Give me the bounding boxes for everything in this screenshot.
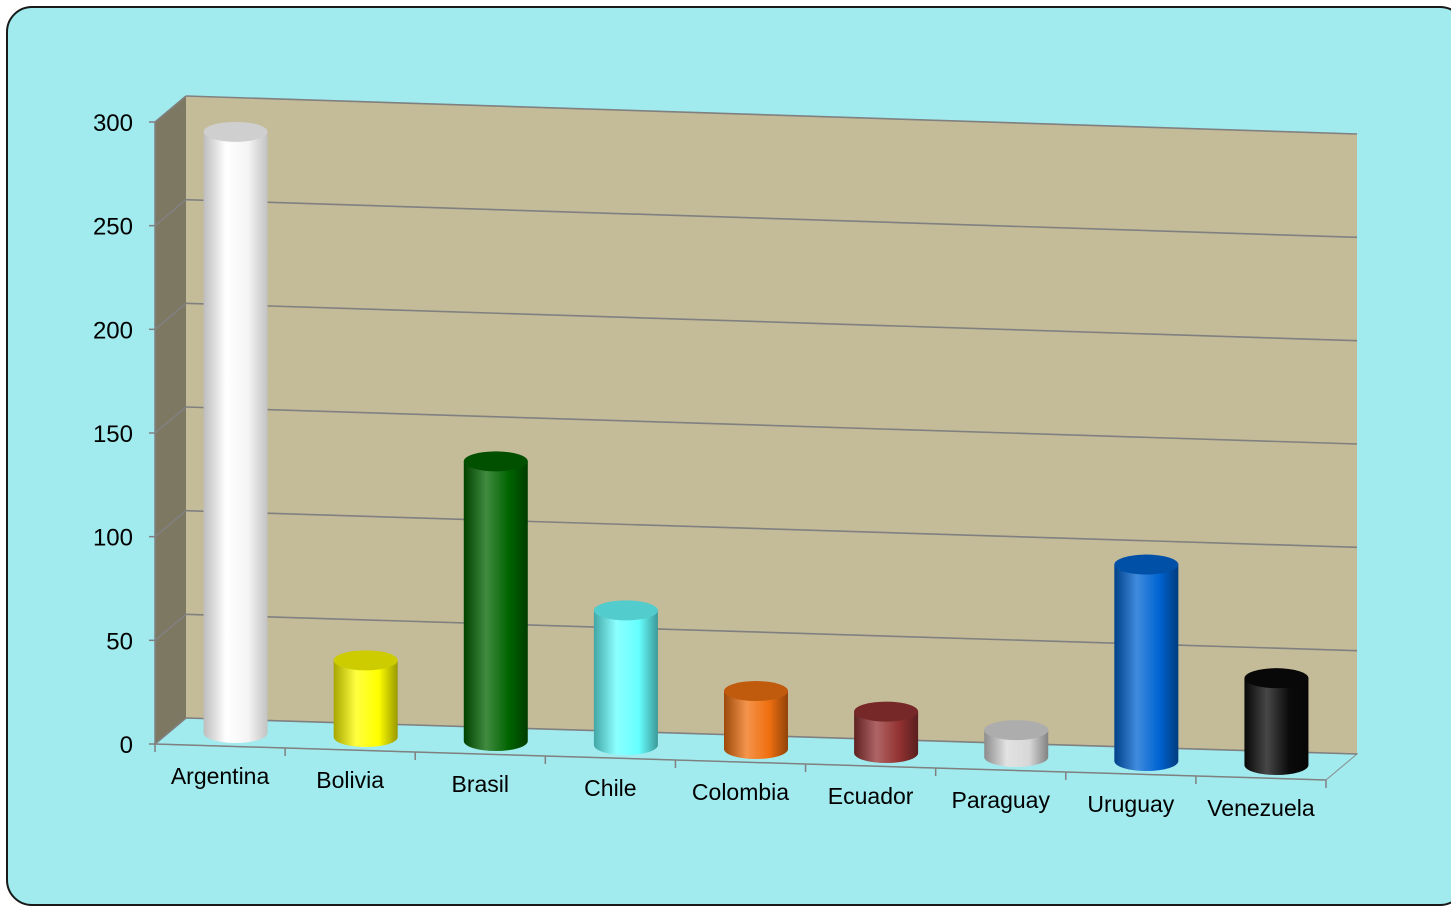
bar-brasil [463,451,528,751]
bar-body [203,131,268,743]
gridline-side [154,302,187,330]
x-tick-label: Brasil [452,771,510,797]
bar-top [333,650,398,671]
bar-top [593,600,658,621]
x-tick-label: Venezuela [1207,795,1315,821]
gridline-side [154,717,187,745]
bar-venezuela [1244,668,1309,775]
bar-body [1114,564,1179,771]
y-tick-label: 250 [93,214,133,241]
gridline [185,302,1358,342]
gridline [185,509,1358,549]
bar-body [333,660,398,748]
bar-body [463,461,528,751]
bar-bolivia [333,650,398,748]
bar-body [593,610,658,755]
y-tick-label: 50 [106,628,133,655]
y-tick-label: 100 [93,525,133,552]
x-tick-label: Ecuador [828,783,914,809]
gridline-side [154,406,187,434]
bar-uruguay [1114,554,1179,771]
x-tick-label: Paraguay [951,787,1050,813]
y-tick-label: 150 [93,421,133,448]
bar-body [854,711,919,763]
bar-paraguay [984,720,1049,767]
x-axis-labels: Argentina Bolivia Brasil Chile Colombia Ecuad… [171,763,1315,821]
y-axis-ticks: 0 50 100 150 200 250 300 [93,110,155,759]
bar-top [203,121,268,142]
x-tick-label: Bolivia [316,767,384,793]
x-tick-label: Argentina [171,763,270,789]
bar-body [1244,678,1309,775]
bar-top [984,720,1049,741]
bar-top [724,681,788,702]
x-axis-line [154,743,1327,781]
y-tick-label: 0 [120,732,133,759]
y-tick-label: 200 [93,317,133,344]
x-tick-label: Colombia [692,779,789,805]
bar-top [854,701,919,722]
gridline [185,95,1358,135]
bar-body [984,730,1049,767]
gridline-side [154,199,187,227]
bar-body [724,691,788,759]
bar-argentina [203,121,268,743]
bar-top [1114,554,1179,575]
gridline [185,198,1358,239]
x-tick-label: Uruguay [1087,791,1174,817]
bar-top [463,451,528,472]
x-tick-label: Chile [584,775,636,801]
bar-chile [593,600,658,755]
bars [203,121,1309,775]
bar-colombia [724,681,788,759]
gridline [185,406,1358,445]
y-tick-label: 300 [93,110,133,137]
bar-ecuador [854,701,919,763]
gridline-side [154,613,187,641]
gridline-side [154,95,187,123]
bar-top [1244,668,1309,689]
gridline-side [154,510,187,538]
